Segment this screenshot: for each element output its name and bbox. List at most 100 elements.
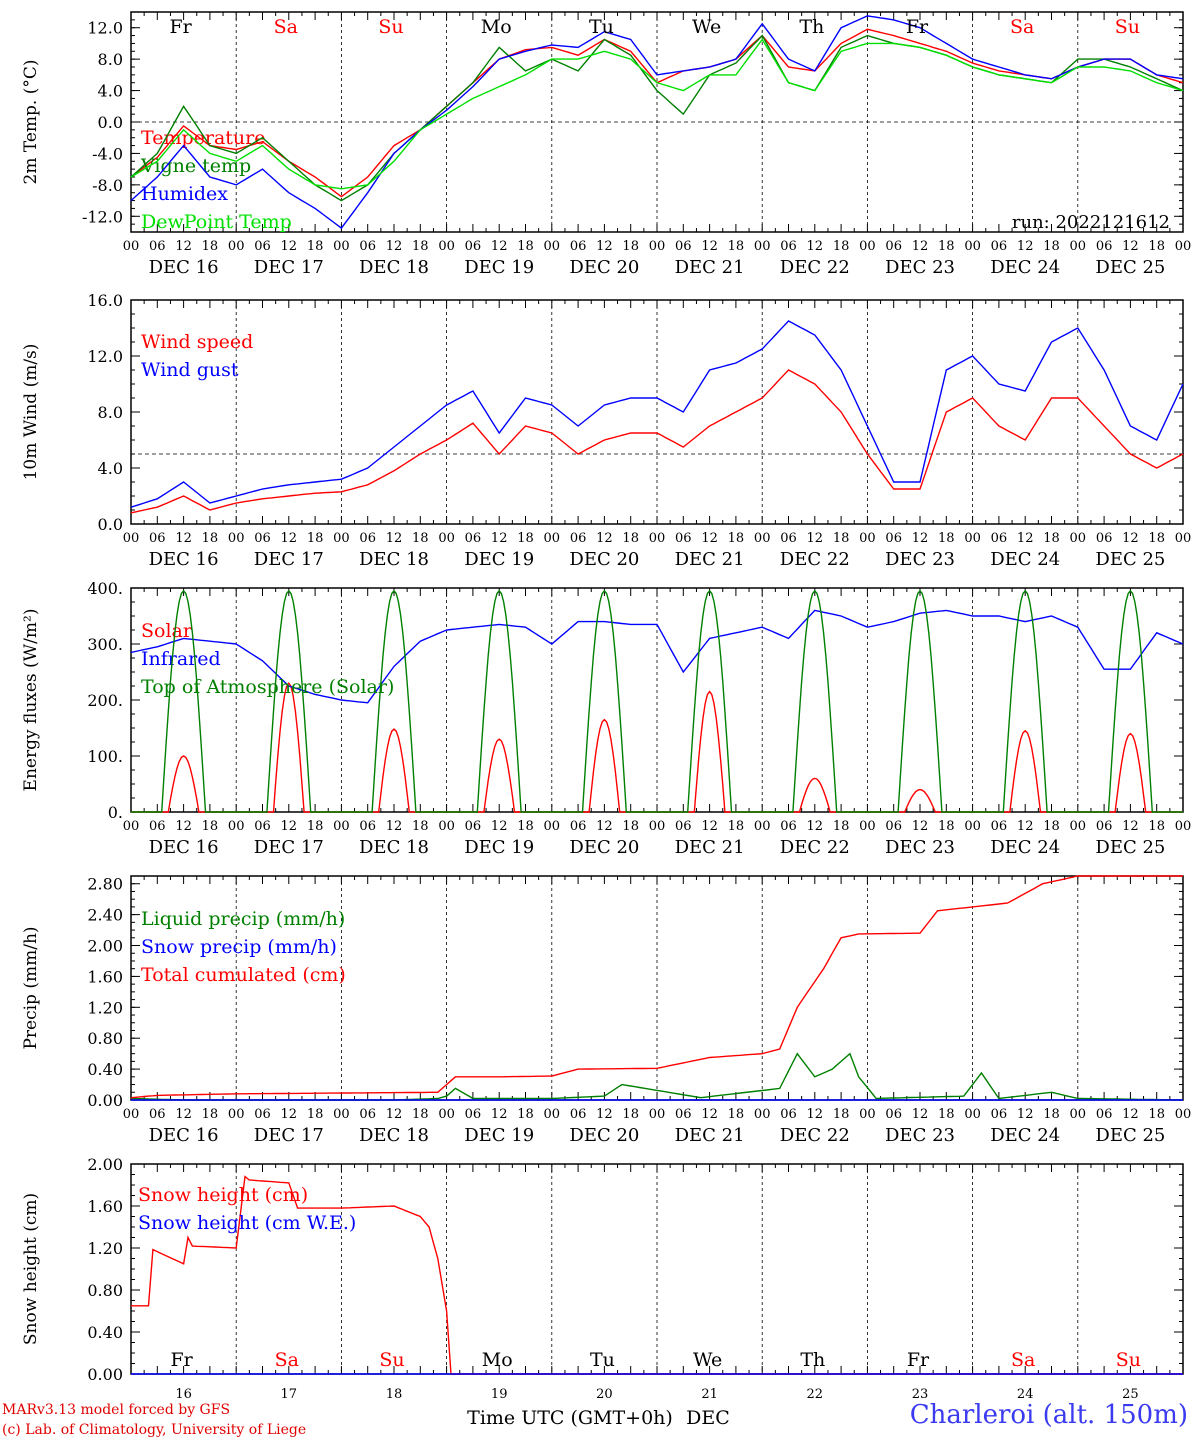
series-line-wind-gust [130, 320, 1184, 508]
hour-tick-label: 06 [885, 819, 902, 834]
y-tick-label: 2.80 [87, 875, 123, 894]
date-label: DEC 18 [359, 549, 429, 570]
hour-tick-label: 00 [1070, 1107, 1087, 1122]
date-label: DEC 17 [254, 1125, 324, 1146]
date-label: DEC 22 [780, 1125, 850, 1146]
hour-tick-label: 12 [1122, 1107, 1139, 1122]
hour-tick-label: 00 [754, 531, 771, 546]
y-tick-label: 2.40 [87, 906, 123, 925]
hour-tick-label: 06 [359, 239, 376, 254]
hour-tick-label: 12 [491, 239, 508, 254]
date-label: DEC 19 [464, 837, 534, 858]
date-label: DEC 21 [675, 837, 745, 858]
hour-tick-label: 18 [833, 819, 850, 834]
model-credit: MARv3.13 model forced by GFS [2, 1402, 231, 1418]
hour-tick-label: 18 [728, 531, 745, 546]
hour-tick-label: 18 [202, 819, 219, 834]
run-label: run: 2022121612 [1012, 212, 1170, 233]
hour-tick-label: 00 [859, 531, 876, 546]
hour-tick-label: 12 [281, 239, 298, 254]
date-label: DEC 17 [254, 837, 324, 858]
legend-label: Temperature [141, 127, 265, 149]
date-label: DEC 24 [990, 1125, 1060, 1146]
date-label: DEC 21 [675, 1125, 745, 1146]
y-tick-label: 0.80 [87, 1029, 123, 1048]
hour-tick-label: 06 [254, 1107, 271, 1122]
y-tick-label: 0. [108, 803, 123, 822]
hour-tick-label: 12 [701, 531, 718, 546]
hour-tick-label: 00 [123, 239, 140, 254]
hour-tick-label: 00 [228, 531, 245, 546]
hour-tick-label: 00 [754, 1107, 771, 1122]
hour-tick-label: 06 [675, 1107, 692, 1122]
hour-tick-label: 06 [465, 819, 482, 834]
weekday-label: Fr [906, 16, 929, 38]
hour-tick-label: 06 [570, 1107, 587, 1122]
hour-tick-label: 00 [859, 239, 876, 254]
date-label: DEC 21 [675, 549, 745, 570]
weekday-label: Sa [1010, 16, 1034, 38]
date-label: DEC 22 [780, 257, 850, 278]
hour-tick-label: 18 [517, 239, 534, 254]
date-label: DEC 23 [885, 549, 955, 570]
hour-tick-label: 00 [1175, 1107, 1192, 1122]
hour-tick-label: 00 [123, 819, 140, 834]
legend-label: Solar [141, 620, 193, 642]
hour-tick-label: 06 [465, 1107, 482, 1122]
weekday-label: Sa [274, 16, 298, 38]
weekday-label: Sa [1011, 1349, 1035, 1371]
hour-tick-label: 18 [307, 819, 324, 834]
date-label: DEC 24 [990, 257, 1060, 278]
hour-tick-label: 06 [1096, 1107, 1113, 1122]
hour-tick-label: 06 [254, 819, 271, 834]
y-tick-label: 2.00 [87, 937, 123, 956]
hour-tick-label: 00 [228, 1107, 245, 1122]
date-label: DEC 17 [254, 549, 324, 570]
legend-label: Total cumulated (cm) [141, 964, 346, 986]
hour-tick-label: 06 [780, 1107, 797, 1122]
date-label: DEC 18 [359, 257, 429, 278]
hour-tick-label: 00 [1175, 531, 1192, 546]
hour-tick-label: 00 [754, 819, 771, 834]
hour-tick-label: 12 [912, 1107, 929, 1122]
hour-tick-label: 12 [281, 1107, 298, 1122]
hour-tick-label: 06 [1096, 819, 1113, 834]
y-tick-label: 8.0 [98, 403, 123, 422]
hour-tick-label: 00 [333, 531, 350, 546]
hour-tick-label: 06 [149, 1107, 166, 1122]
date-label: DEC 22 [780, 549, 850, 570]
date-label: DEC 25 [1095, 837, 1165, 858]
hour-tick-label: 00 [544, 239, 561, 254]
hour-tick-label: 00 [333, 239, 350, 254]
date-label: DEC 20 [569, 549, 639, 570]
y-tick-label: 8.0 [98, 50, 123, 69]
date-label: DEC 19 [464, 257, 534, 278]
legend-label: Liquid precip (mm/h) [141, 908, 345, 930]
hour-tick-label: 18 [307, 1107, 324, 1122]
y-tick-label: 1.20 [87, 1239, 123, 1258]
hour-tick-label: 12 [912, 239, 929, 254]
hour-tick-label: 18 [517, 531, 534, 546]
hour-tick-label: 00 [1070, 239, 1087, 254]
hour-tick-label: 06 [885, 1107, 902, 1122]
hour-tick-label: 06 [149, 819, 166, 834]
hour-tick-label: 06 [359, 1107, 376, 1122]
hour-tick-label: 00 [438, 239, 455, 254]
hour-tick-label: 00 [859, 1107, 876, 1122]
hour-tick-label: 06 [570, 819, 587, 834]
hour-tick-label: 12 [912, 819, 929, 834]
date-label: DEC 17 [254, 257, 324, 278]
hour-tick-label: 12 [386, 239, 403, 254]
hour-tick-label: 18 [622, 819, 639, 834]
day-number-label: 18 [386, 1387, 403, 1402]
hour-tick-label: 06 [1096, 531, 1113, 546]
hour-tick-label: 00 [1070, 531, 1087, 546]
hour-tick-label: 18 [307, 239, 324, 254]
date-label: DEC 20 [569, 837, 639, 858]
hour-tick-label: 12 [1017, 239, 1034, 254]
hour-tick-label: 12 [807, 1107, 824, 1122]
date-label: DEC 19 [464, 1125, 534, 1146]
hour-tick-label: 18 [938, 1107, 955, 1122]
series-line-dewpoint-temp [130, 38, 1184, 190]
date-label: DEC 23 [885, 1125, 955, 1146]
